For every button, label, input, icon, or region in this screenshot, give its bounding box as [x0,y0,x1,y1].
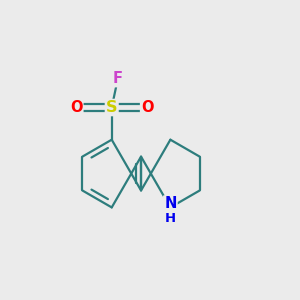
Text: N: N [164,196,177,211]
Text: O: O [141,100,154,115]
Text: O: O [70,100,83,115]
Text: F: F [113,71,123,86]
Text: H: H [165,212,176,225]
Text: S: S [106,100,118,115]
